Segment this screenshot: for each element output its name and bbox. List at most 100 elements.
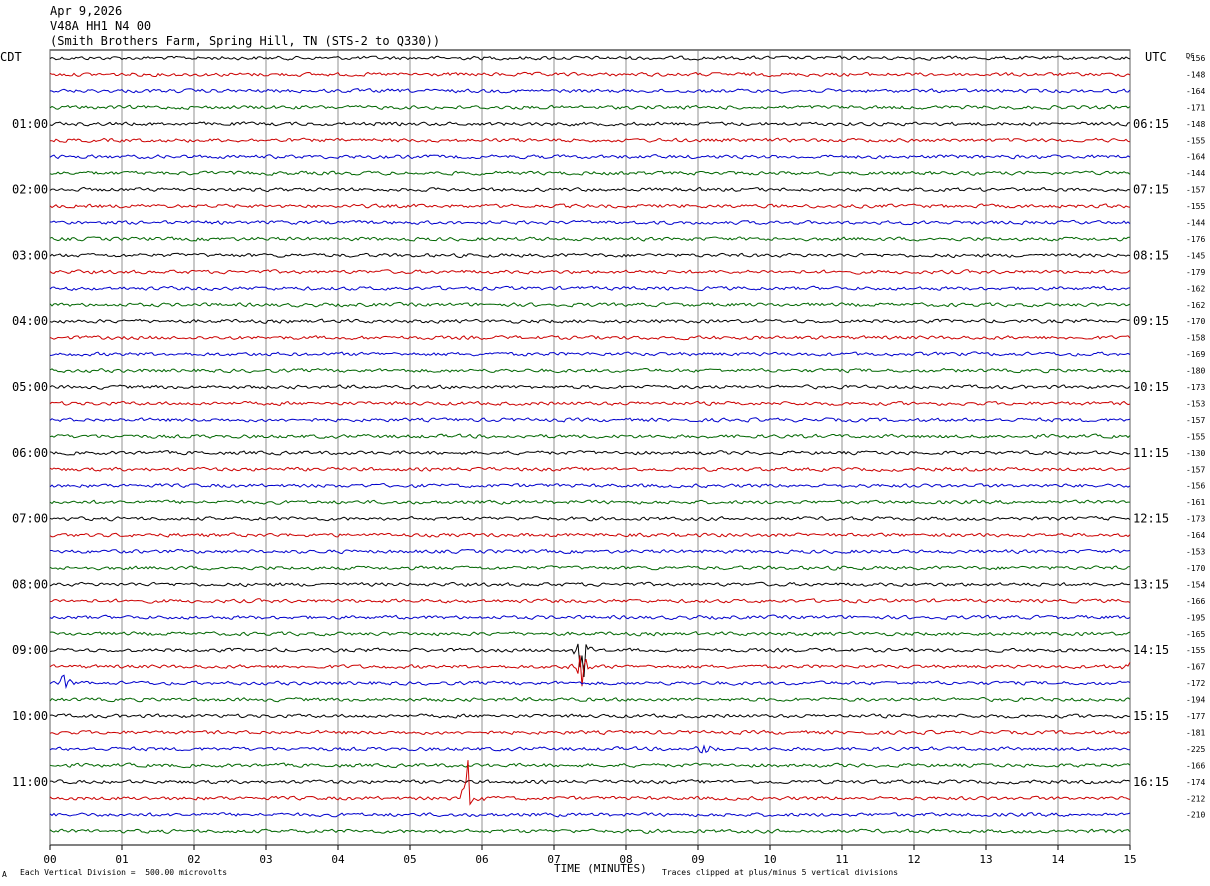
dc-offset-label: -153 bbox=[1186, 399, 1205, 408]
x-tick-label: 04 bbox=[331, 853, 345, 866]
header-date: Apr 9,2026 bbox=[50, 4, 123, 18]
right-axis-title: UTC bbox=[1145, 50, 1167, 64]
left-axis-title: CDT bbox=[0, 50, 22, 64]
dc-offset-label: -155 bbox=[1186, 432, 1205, 441]
corner-mark: A bbox=[2, 870, 7, 879]
dc-offset-label: -210 bbox=[1186, 811, 1205, 820]
cdt-hour-label: 09:00 bbox=[12, 643, 48, 657]
trace-row bbox=[49, 812, 1131, 818]
grid bbox=[49, 49, 1131, 850]
trace-row bbox=[50, 548, 1131, 555]
dc-offset-label: -155 bbox=[1186, 202, 1205, 211]
x-tick-label: 06 bbox=[475, 853, 488, 866]
header-location: (Smith Brothers Farm, Spring Hill, TN (S… bbox=[50, 34, 441, 48]
trace-row bbox=[49, 729, 1131, 736]
dc-offset-label: -162 bbox=[1186, 301, 1205, 310]
cdt-hour-label: 06:00 bbox=[12, 446, 48, 460]
trace-row bbox=[49, 433, 1131, 439]
utc-hour-label: 08:15 bbox=[1133, 248, 1169, 262]
dc-offset-label: -195 bbox=[1186, 613, 1205, 622]
trace-row bbox=[49, 203, 1131, 209]
cdt-hour-label: 10:00 bbox=[12, 709, 48, 723]
trace-row bbox=[49, 55, 1131, 61]
dc-offset-label: -145 bbox=[1186, 251, 1205, 260]
cdt-hour-label: 08:00 bbox=[12, 577, 48, 591]
x-tick-label: 14 bbox=[1051, 853, 1065, 866]
traces bbox=[49, 55, 1131, 834]
trace-row bbox=[49, 88, 1131, 94]
trace-row bbox=[49, 598, 1131, 604]
utc-hour-label: 13:15 bbox=[1133, 577, 1169, 591]
dc-offset-label: -148 bbox=[1186, 120, 1205, 129]
trace-row bbox=[49, 828, 1131, 834]
x-tick-label: 07 bbox=[547, 853, 560, 866]
trace-row bbox=[49, 630, 1131, 637]
x-tick-label: 10 bbox=[763, 853, 776, 866]
dc-offset-label: -155 bbox=[1186, 646, 1205, 655]
trace-row bbox=[49, 450, 1131, 456]
x-tick-label: 09 bbox=[691, 853, 704, 866]
cdt-hour-label: 07:00 bbox=[12, 512, 48, 526]
x-tick-label: 00 bbox=[43, 853, 56, 866]
dc-offset-label: -171 bbox=[1186, 103, 1205, 112]
trace-row bbox=[49, 269, 1131, 275]
dc-offset-label: -181 bbox=[1186, 728, 1205, 737]
dc-offset-label: -225 bbox=[1186, 745, 1205, 754]
dc-offset-label: -164 bbox=[1186, 531, 1205, 540]
trace-row bbox=[49, 367, 1131, 374]
dc-offset-label: -156 bbox=[1186, 482, 1205, 491]
dc-offset-label: -144 bbox=[1186, 219, 1205, 228]
trace-row bbox=[49, 762, 1131, 769]
x-tick-label: 01 bbox=[115, 853, 128, 866]
plot-frame bbox=[49, 49, 1131, 846]
dc-offset-label: -164 bbox=[1186, 87, 1205, 96]
x-tick-label: 15 bbox=[1123, 853, 1136, 866]
utc-hour-label: 15:15 bbox=[1133, 709, 1169, 723]
dc-offset-label: -130 bbox=[1186, 449, 1205, 458]
dc-offset-label: -172 bbox=[1186, 679, 1205, 688]
trace-row bbox=[49, 482, 1131, 489]
trace-row bbox=[50, 779, 1131, 785]
utc-hour-label: 09:15 bbox=[1133, 314, 1169, 328]
trace-row bbox=[49, 655, 1131, 687]
cdt-hour-label: 05:00 bbox=[12, 380, 48, 394]
trace-row bbox=[49, 121, 1131, 127]
dc-offset-label: -166 bbox=[1186, 761, 1205, 770]
trace-row bbox=[49, 400, 1131, 407]
dc-offset-label: -170 bbox=[1186, 564, 1205, 573]
trace-row bbox=[49, 301, 1131, 308]
dc-offset-label: -157 bbox=[1186, 416, 1205, 425]
trace-row bbox=[49, 674, 1131, 690]
x-tick-label: 12 bbox=[907, 853, 920, 866]
x-tick-label: 11 bbox=[835, 853, 848, 866]
trace-row bbox=[49, 565, 1131, 571]
dc-offset-label: -177 bbox=[1186, 712, 1205, 721]
dc-offset-label: -173 bbox=[1186, 515, 1205, 524]
dc-offset-label: -180 bbox=[1186, 367, 1205, 376]
dc-offset-label: -167 bbox=[1186, 663, 1205, 672]
dc-offset-label: -144 bbox=[1186, 169, 1205, 178]
dc-offset-label: -165 bbox=[1186, 630, 1205, 639]
x-tick-label: 08 bbox=[619, 853, 632, 866]
dc-offset-label: -157 bbox=[1186, 186, 1205, 195]
utc-hour-label: 06:15 bbox=[1133, 117, 1169, 131]
dc-offset-label: -162 bbox=[1186, 284, 1205, 293]
scale-note: Each Vertical Division = 500.00 microvol… bbox=[20, 868, 228, 877]
dc-offset-label: -154 bbox=[1186, 580, 1205, 589]
trace-row bbox=[49, 351, 1131, 357]
cdt-hour-label: 04:00 bbox=[12, 314, 48, 328]
trace-row bbox=[49, 499, 1130, 505]
dc-offset-label: -156 bbox=[1186, 54, 1205, 63]
trace-row bbox=[49, 285, 1131, 292]
x-tick-label: 05 bbox=[403, 853, 416, 866]
clip-note: Traces clipped at plus/minus 5 vertical … bbox=[662, 868, 899, 877]
trace-row bbox=[49, 318, 1131, 324]
trace-row bbox=[49, 515, 1131, 522]
x-tick-label: 03 bbox=[259, 853, 272, 866]
dc-offset-label: -164 bbox=[1186, 153, 1205, 162]
dc-offset-label: -153 bbox=[1186, 548, 1205, 557]
dc-offset-label: -166 bbox=[1186, 597, 1205, 606]
utc-hour-label: 07:15 bbox=[1133, 183, 1169, 197]
cdt-hour-label: 03:00 bbox=[12, 248, 48, 262]
trace-row bbox=[49, 335, 1131, 341]
